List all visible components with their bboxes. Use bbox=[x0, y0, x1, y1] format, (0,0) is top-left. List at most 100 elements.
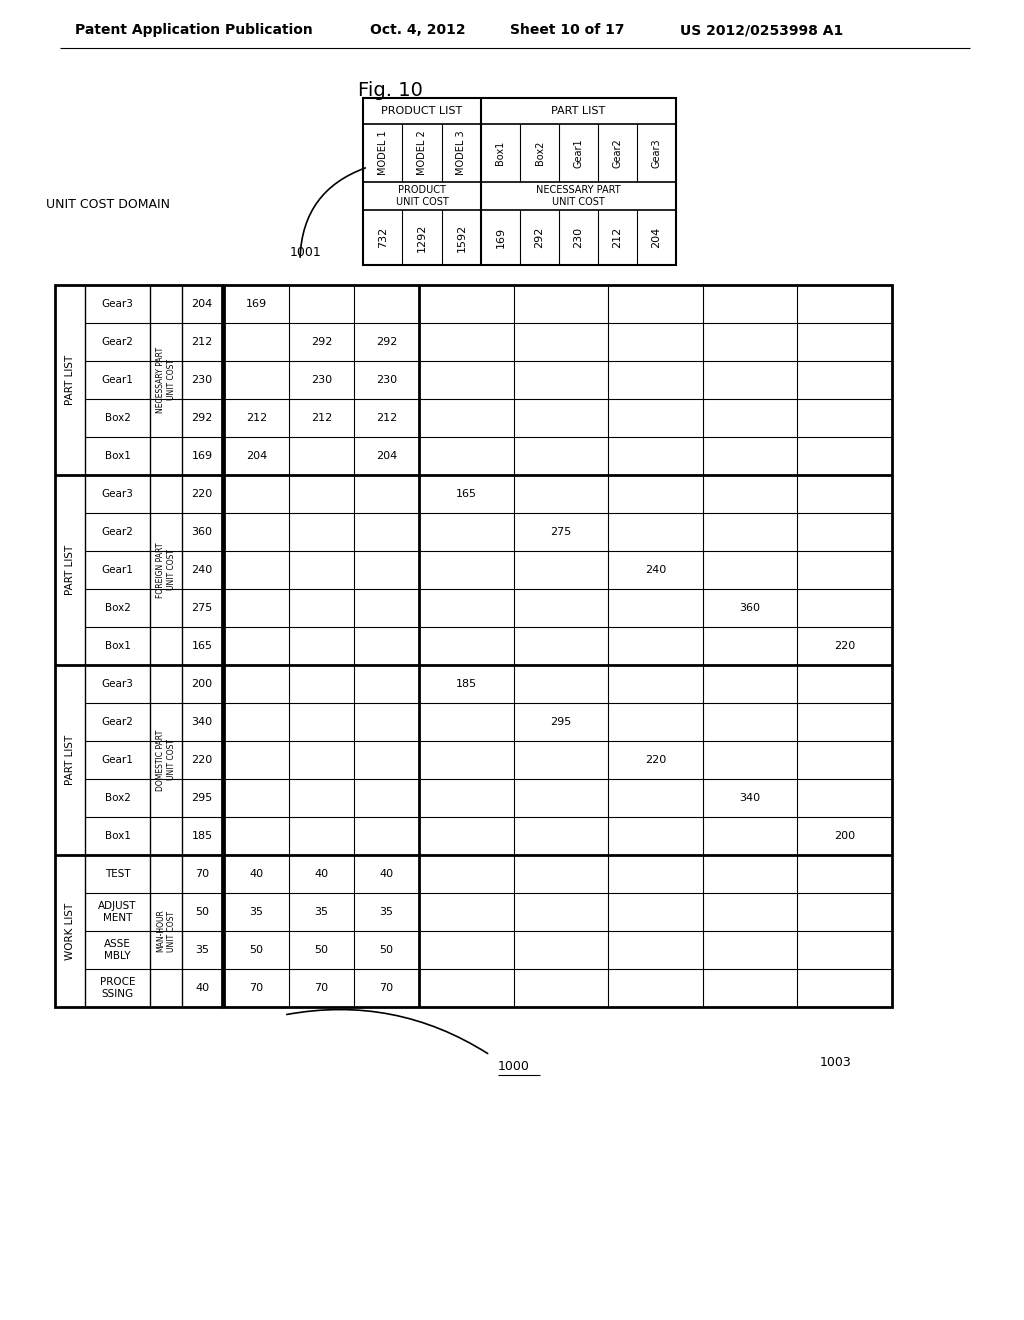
Text: 185: 185 bbox=[456, 678, 477, 689]
Text: PART LIST: PART LIST bbox=[551, 106, 605, 116]
Text: 292: 292 bbox=[191, 413, 213, 422]
Text: Box2: Box2 bbox=[104, 793, 130, 803]
Text: 200: 200 bbox=[835, 832, 855, 841]
Text: Gear1: Gear1 bbox=[101, 375, 133, 385]
Text: 212: 212 bbox=[612, 227, 623, 248]
Text: PART LIST: PART LIST bbox=[65, 355, 75, 405]
Text: 70: 70 bbox=[195, 869, 209, 879]
Text: UNIT COST DOMAIN: UNIT COST DOMAIN bbox=[46, 198, 170, 211]
Text: 1001: 1001 bbox=[290, 246, 322, 259]
Text: 169: 169 bbox=[191, 451, 213, 461]
Text: MODEL 1: MODEL 1 bbox=[378, 131, 388, 176]
Text: 275: 275 bbox=[191, 603, 213, 612]
Text: 70: 70 bbox=[314, 983, 329, 993]
Text: 169: 169 bbox=[246, 300, 267, 309]
Text: 212: 212 bbox=[191, 337, 213, 347]
Text: 220: 220 bbox=[835, 642, 855, 651]
Text: 204: 204 bbox=[651, 227, 662, 248]
Text: 169: 169 bbox=[496, 227, 506, 248]
Text: Oct. 4, 2012: Oct. 4, 2012 bbox=[370, 22, 466, 37]
Text: 1000: 1000 bbox=[498, 1060, 529, 1073]
Text: 40: 40 bbox=[380, 869, 393, 879]
Text: 204: 204 bbox=[191, 300, 213, 309]
Text: Fig. 10: Fig. 10 bbox=[357, 81, 423, 99]
Text: 165: 165 bbox=[456, 488, 477, 499]
Text: 295: 295 bbox=[550, 717, 571, 727]
Text: 40: 40 bbox=[195, 983, 209, 993]
Text: 35: 35 bbox=[250, 907, 263, 917]
Text: Box1: Box1 bbox=[496, 141, 506, 165]
Text: 185: 185 bbox=[191, 832, 213, 841]
Text: 70: 70 bbox=[380, 983, 393, 993]
Text: PRODUCT: PRODUCT bbox=[398, 185, 445, 195]
Text: 212: 212 bbox=[376, 413, 397, 422]
Text: Gear3: Gear3 bbox=[101, 300, 133, 309]
Text: Box2: Box2 bbox=[104, 603, 130, 612]
Bar bbox=[55, 285, 222, 1007]
Text: Sheet 10 of 17: Sheet 10 of 17 bbox=[510, 22, 625, 37]
Text: ADJUST
MENT: ADJUST MENT bbox=[98, 902, 137, 923]
Text: 340: 340 bbox=[739, 793, 761, 803]
Text: 212: 212 bbox=[311, 413, 332, 422]
Text: Gear3: Gear3 bbox=[651, 139, 662, 168]
Text: Box1: Box1 bbox=[104, 832, 130, 841]
Text: Gear1: Gear1 bbox=[573, 139, 584, 168]
Text: MODEL 2: MODEL 2 bbox=[417, 131, 427, 176]
Text: 292: 292 bbox=[535, 227, 545, 248]
Text: Gear2: Gear2 bbox=[101, 717, 133, 727]
Text: Patent Application Publication: Patent Application Publication bbox=[75, 22, 312, 37]
Text: 50: 50 bbox=[380, 945, 393, 954]
Text: 1592: 1592 bbox=[457, 223, 466, 252]
Text: Gear3: Gear3 bbox=[101, 678, 133, 689]
Text: 340: 340 bbox=[191, 717, 213, 727]
Text: 220: 220 bbox=[191, 755, 213, 766]
Text: Gear2: Gear2 bbox=[612, 139, 623, 168]
Text: Gear1: Gear1 bbox=[101, 565, 133, 576]
Text: 35: 35 bbox=[314, 907, 329, 917]
Text: 360: 360 bbox=[191, 527, 213, 537]
Text: 1292: 1292 bbox=[417, 223, 427, 252]
Text: 165: 165 bbox=[191, 642, 213, 651]
Text: PART LIST: PART LIST bbox=[65, 545, 75, 595]
Text: 212: 212 bbox=[246, 413, 267, 422]
Text: 220: 220 bbox=[645, 755, 667, 766]
Text: MODEL 3: MODEL 3 bbox=[457, 131, 466, 176]
Text: ASSE
MBLY: ASSE MBLY bbox=[104, 940, 131, 961]
Text: 204: 204 bbox=[376, 451, 397, 461]
Text: 40: 40 bbox=[314, 869, 329, 879]
Text: Gear2: Gear2 bbox=[101, 337, 133, 347]
Text: Box2: Box2 bbox=[535, 141, 545, 165]
Text: 230: 230 bbox=[311, 375, 332, 385]
Text: 230: 230 bbox=[376, 375, 397, 385]
Text: 230: 230 bbox=[191, 375, 213, 385]
Text: 1003: 1003 bbox=[820, 1056, 852, 1068]
Text: 35: 35 bbox=[380, 907, 393, 917]
Text: PRODUCT LIST: PRODUCT LIST bbox=[381, 106, 463, 116]
Text: 240: 240 bbox=[191, 565, 213, 576]
Text: MAN-HOUR
UNIT COST: MAN-HOUR UNIT COST bbox=[157, 909, 176, 953]
Text: 732: 732 bbox=[378, 227, 388, 248]
Text: 240: 240 bbox=[645, 565, 667, 576]
Text: 50: 50 bbox=[314, 945, 329, 954]
Text: 230: 230 bbox=[573, 227, 584, 248]
Text: PART LIST: PART LIST bbox=[65, 735, 75, 785]
Text: WORK LIST: WORK LIST bbox=[65, 903, 75, 960]
Text: UNIT COST: UNIT COST bbox=[552, 197, 605, 207]
Text: 204: 204 bbox=[246, 451, 267, 461]
Text: NECESSARY PART
UNIT COST: NECESSARY PART UNIT COST bbox=[157, 347, 176, 413]
Text: 35: 35 bbox=[195, 945, 209, 954]
Text: 295: 295 bbox=[191, 793, 213, 803]
Text: 50: 50 bbox=[195, 907, 209, 917]
Text: Box2: Box2 bbox=[104, 413, 130, 422]
Text: 200: 200 bbox=[191, 678, 213, 689]
Text: TEST: TEST bbox=[104, 869, 130, 879]
Text: Gear3: Gear3 bbox=[101, 488, 133, 499]
Text: 50: 50 bbox=[250, 945, 263, 954]
Text: 40: 40 bbox=[250, 869, 263, 879]
Text: PROCE
SSING: PROCE SSING bbox=[99, 977, 135, 999]
Text: Gear2: Gear2 bbox=[101, 527, 133, 537]
Bar bbox=[362, 98, 676, 265]
Text: 220: 220 bbox=[191, 488, 213, 499]
Text: Box1: Box1 bbox=[104, 642, 130, 651]
Bar bbox=[224, 285, 892, 1007]
